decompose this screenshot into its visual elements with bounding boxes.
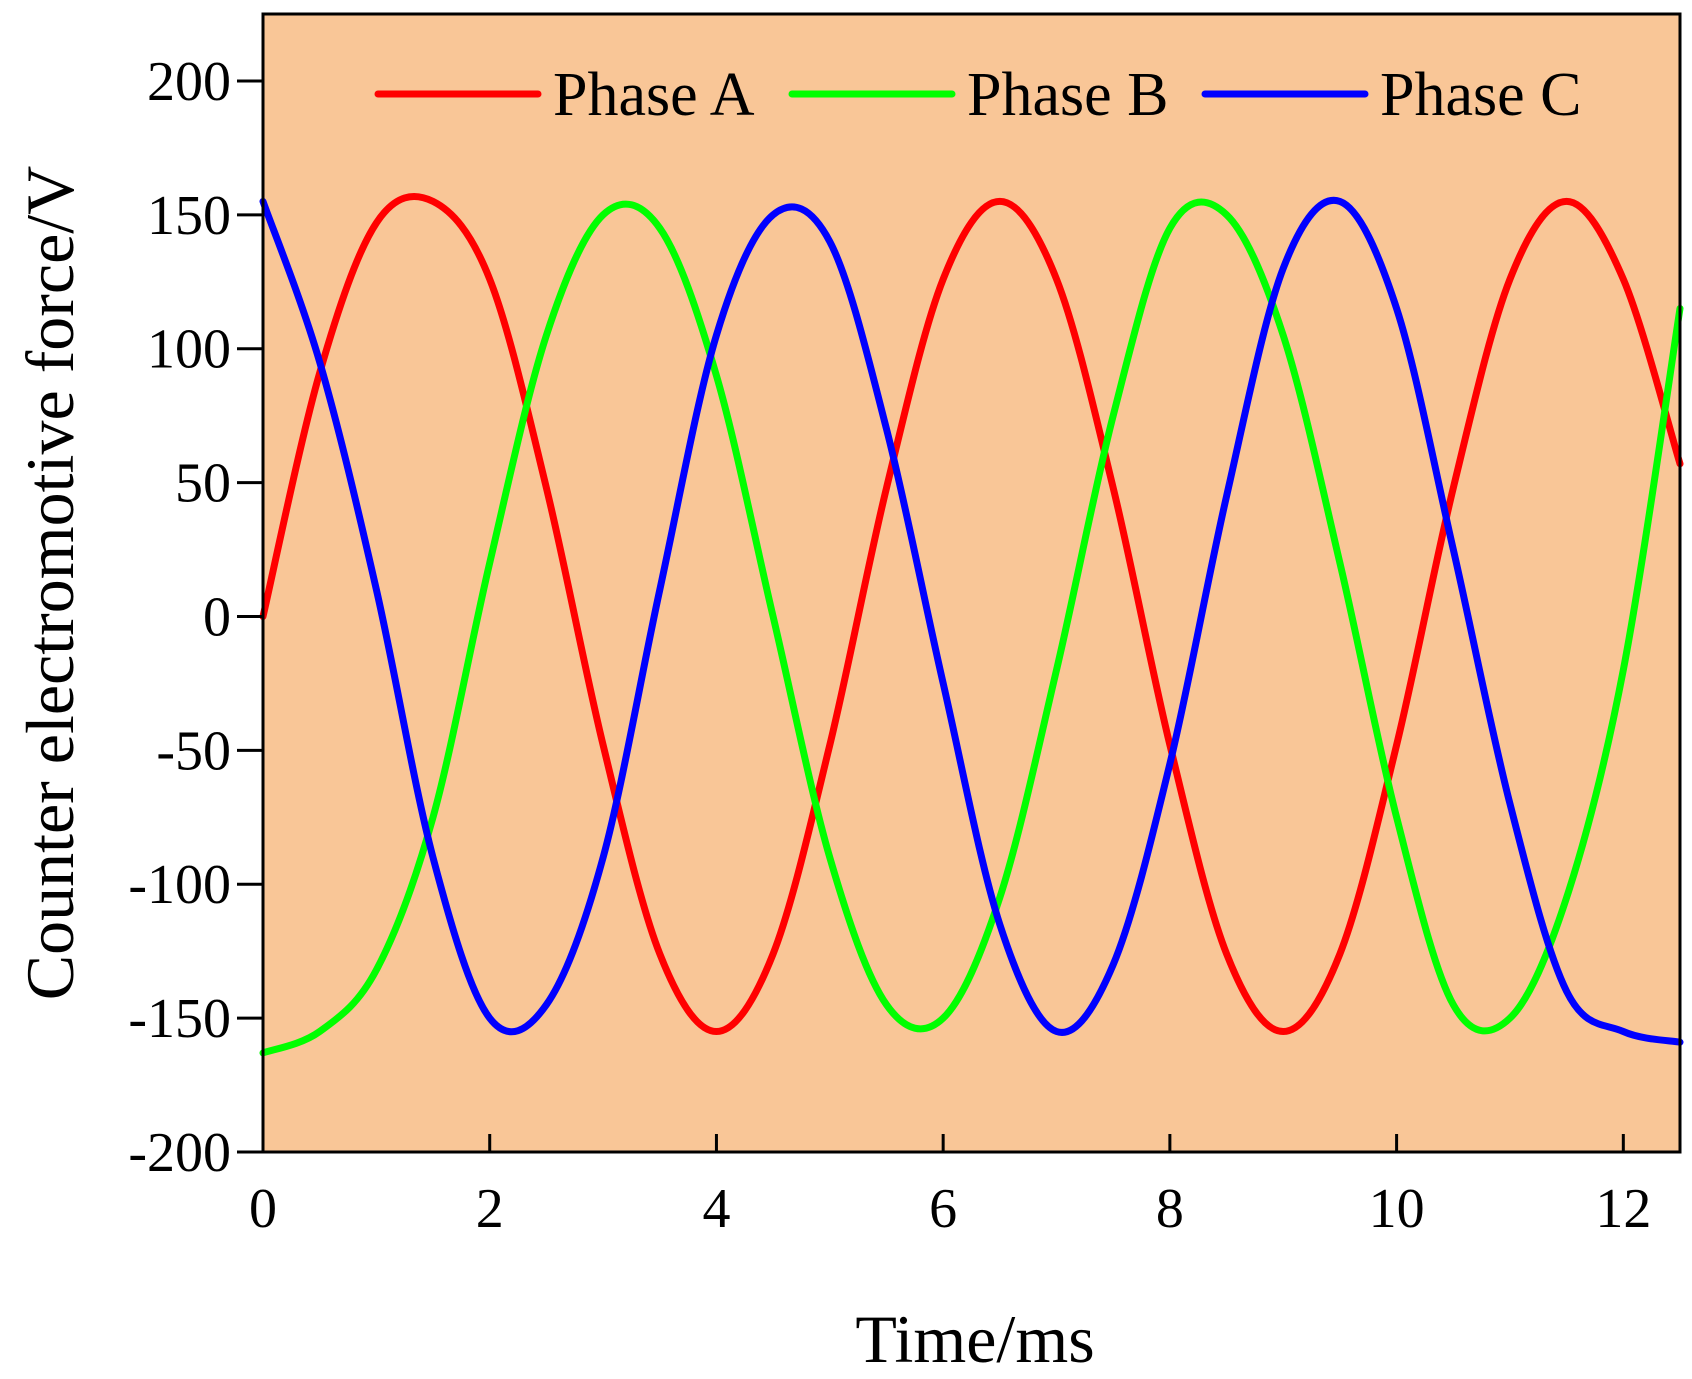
series-line-phase-b — [259, 198, 1684, 1057]
y-tick-label: -150 — [128, 988, 231, 1050]
x-tick-label: 6 — [929, 1178, 957, 1240]
legend-label: Phase A — [553, 61, 755, 129]
y-tick-label: -100 — [128, 854, 231, 916]
series-line-phase-c — [259, 196, 1684, 1046]
legend: Phase A Phase B Phase C — [374, 61, 1582, 129]
legend-label: Phase C — [1380, 61, 1582, 129]
plot-background — [263, 14, 1680, 1152]
series-layer — [259, 193, 1684, 1057]
y-tick-label: -200 — [128, 1122, 231, 1184]
x-tick-label: 12 — [1595, 1178, 1651, 1240]
series-line-phase-a — [259, 193, 1684, 1035]
y-axis-label: Counter electromotive force/V — [12, 166, 88, 1001]
legend-label: Phase B — [967, 61, 1169, 129]
y-tick-label: 50 — [175, 453, 231, 515]
x-axis-label: Time/ms — [855, 1301, 1094, 1377]
y-tick-label: 100 — [147, 319, 231, 381]
x-tick-label: 0 — [249, 1178, 277, 1240]
x-tick-label: 10 — [1369, 1178, 1425, 1240]
x-axis: 0 2 4 6 8 10 12 — [249, 1134, 1651, 1240]
x-tick-label: 8 — [1156, 1178, 1184, 1240]
x-tick-label: 2 — [476, 1178, 504, 1240]
y-tick-label: -50 — [156, 720, 231, 782]
y-tick-label: 200 — [147, 51, 231, 113]
y-axis: -200 -150 -100 -50 0 50 100 150 200 — [128, 51, 263, 1184]
plot-frame — [261, 12, 1682, 1154]
y-tick-label: 150 — [147, 185, 231, 247]
y-tick-label: 0 — [203, 586, 231, 648]
x-tick-label: 4 — [702, 1178, 730, 1240]
